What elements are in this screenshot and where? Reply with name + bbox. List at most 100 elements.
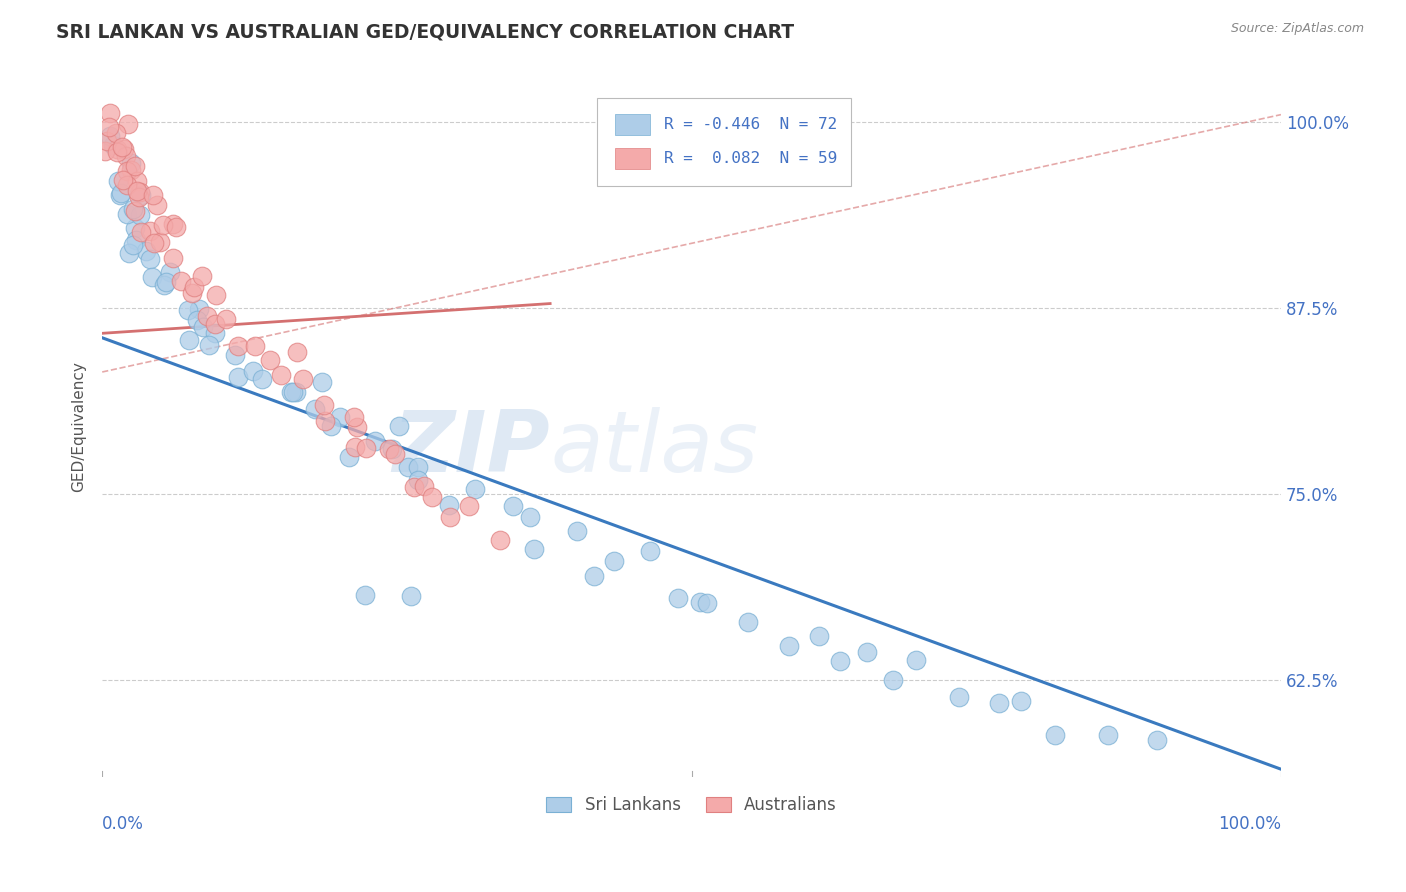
Point <box>402 480 425 494</box>
Point <box>165 219 187 234</box>
Point <box>346 420 368 434</box>
Point <box>638 544 661 558</box>
Point <box>162 217 184 231</box>
Point <box>1097 728 1119 742</box>
Point <box>187 301 209 316</box>
Point <box>807 629 830 643</box>
Text: 0.0%: 0.0% <box>103 815 143 833</box>
Point <box>186 313 208 327</box>
Point <box>250 372 273 386</box>
Point <box>129 225 152 239</box>
Point <box>696 596 718 610</box>
Point <box>98 105 121 120</box>
Point <box>117 117 139 131</box>
Point <box>406 459 429 474</box>
Point <box>112 142 135 156</box>
Point <box>191 268 214 283</box>
Point <box>243 338 266 352</box>
Point <box>125 184 148 198</box>
Point <box>198 338 221 352</box>
Point <box>830 654 852 668</box>
Point <box>224 348 246 362</box>
Point <box>226 370 249 384</box>
Point <box>149 235 172 250</box>
Point <box>582 569 605 583</box>
Text: SRI LANKAN VS AUSTRALIAN GED/EQUIVALENCY CORRELATION CHART: SRI LANKAN VS AUSTRALIAN GED/EQUIVALENCY… <box>56 22 794 41</box>
Point <box>177 334 200 348</box>
Point <box>488 533 510 547</box>
Point <box>141 270 163 285</box>
Point <box>122 202 145 216</box>
Text: atlas: atlas <box>550 407 758 490</box>
Point <box>152 219 174 233</box>
Point <box>948 690 970 704</box>
Point <box>464 483 486 497</box>
Point <box>112 173 135 187</box>
Point <box>195 310 218 324</box>
Point <box>170 274 193 288</box>
Point <box>603 554 626 568</box>
Point <box>177 303 200 318</box>
Point <box>129 188 152 202</box>
Point <box>387 419 409 434</box>
Point <box>96 134 118 148</box>
Point <box>118 246 141 260</box>
Legend: Sri Lankans, Australians: Sri Lankans, Australians <box>540 789 844 821</box>
Point <box>94 144 117 158</box>
Point <box>183 280 205 294</box>
Point <box>204 288 226 302</box>
Point <box>343 409 366 424</box>
Point <box>1010 694 1032 708</box>
Point <box>502 499 524 513</box>
Point <box>384 447 406 461</box>
Point <box>280 384 302 399</box>
Point <box>689 595 711 609</box>
Point <box>354 441 377 455</box>
Point <box>457 499 479 513</box>
Point <box>381 442 404 456</box>
Point <box>107 173 129 187</box>
Point <box>145 198 167 212</box>
Point <box>105 142 128 156</box>
FancyBboxPatch shape <box>614 114 651 136</box>
Point <box>214 312 236 326</box>
Point <box>162 251 184 265</box>
Point <box>270 368 292 383</box>
Point <box>124 160 146 174</box>
Point <box>111 140 134 154</box>
Point <box>666 591 689 605</box>
Text: R = -0.446  N = 72: R = -0.446 N = 72 <box>665 118 838 133</box>
Point <box>522 542 544 557</box>
Point <box>124 203 146 218</box>
Point <box>191 319 214 334</box>
Text: 100.0%: 100.0% <box>1218 815 1281 833</box>
Point <box>882 673 904 688</box>
Point <box>314 399 336 413</box>
Text: Source: ZipAtlas.com: Source: ZipAtlas.com <box>1230 22 1364 36</box>
Point <box>855 645 877 659</box>
Point <box>412 479 434 493</box>
Point <box>329 409 352 424</box>
Point <box>905 653 928 667</box>
Point <box>314 414 336 428</box>
Point <box>155 275 177 289</box>
Point <box>159 265 181 279</box>
Point <box>117 207 139 221</box>
FancyBboxPatch shape <box>614 148 651 169</box>
Point <box>115 164 138 178</box>
Point <box>180 285 202 300</box>
Point <box>285 384 308 399</box>
Point <box>285 345 308 359</box>
Point <box>120 156 142 170</box>
Point <box>281 385 304 400</box>
Point <box>439 509 461 524</box>
Point <box>377 442 399 457</box>
Point <box>304 401 326 416</box>
Point <box>396 459 419 474</box>
Point <box>242 364 264 378</box>
Point <box>135 244 157 258</box>
Point <box>128 185 150 199</box>
Point <box>420 490 443 504</box>
Point <box>129 207 152 221</box>
Point <box>122 238 145 252</box>
